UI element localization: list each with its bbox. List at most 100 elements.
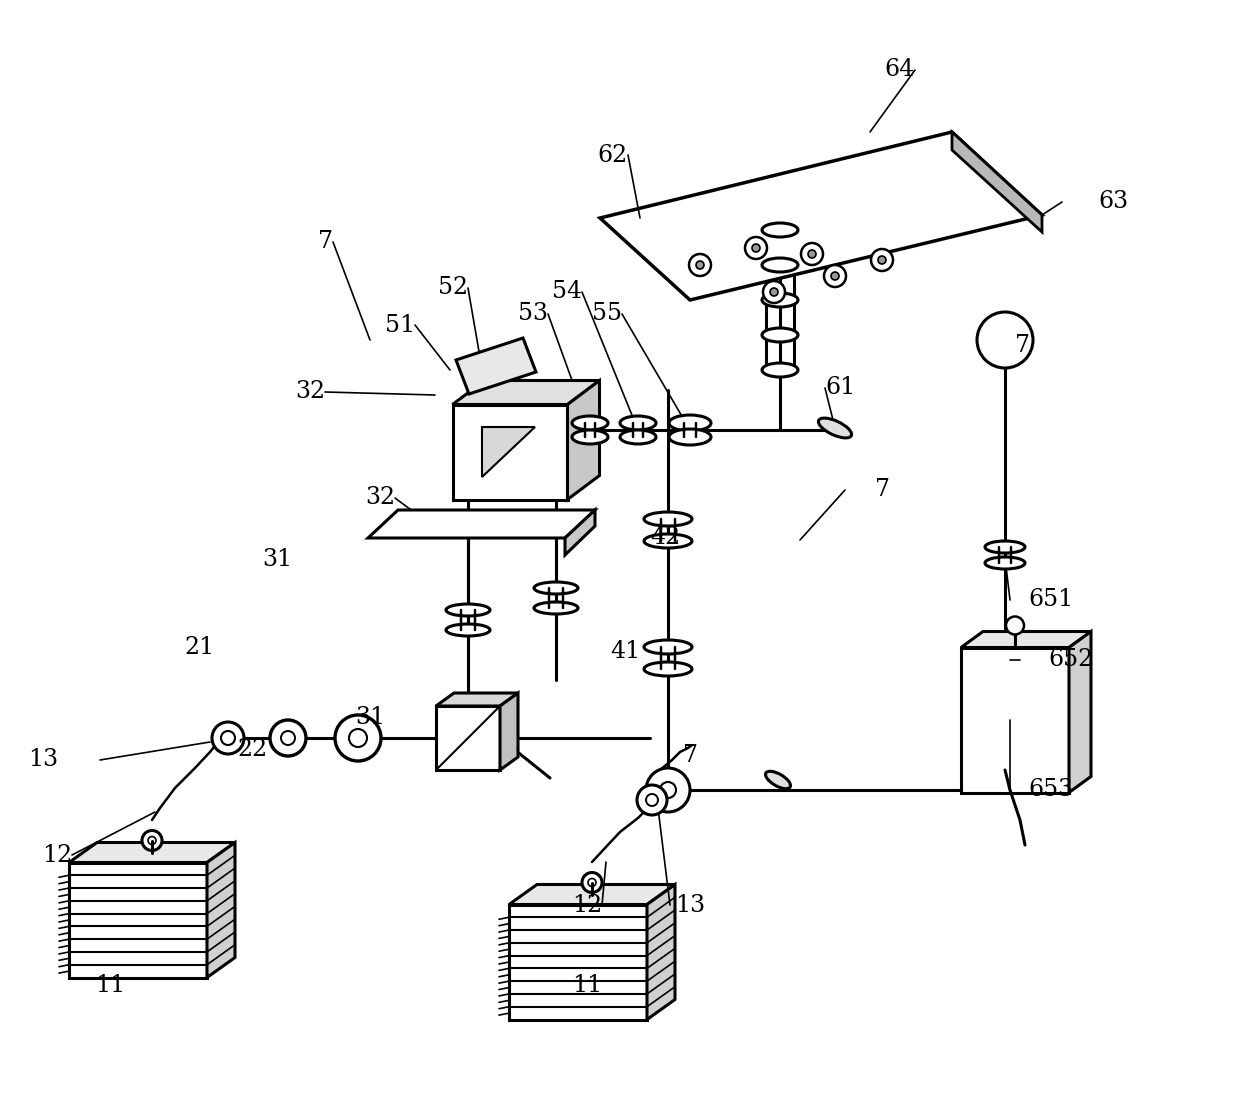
Circle shape bbox=[1006, 617, 1024, 634]
Polygon shape bbox=[500, 693, 518, 770]
Text: 42: 42 bbox=[650, 527, 681, 550]
Circle shape bbox=[825, 266, 846, 287]
Text: 7: 7 bbox=[317, 230, 334, 253]
Text: 52: 52 bbox=[438, 277, 467, 300]
Circle shape bbox=[582, 872, 601, 892]
Text: 55: 55 bbox=[591, 302, 622, 326]
Ellipse shape bbox=[620, 416, 656, 430]
Text: 13: 13 bbox=[27, 749, 58, 771]
Ellipse shape bbox=[572, 416, 608, 430]
Ellipse shape bbox=[534, 582, 578, 594]
Text: 12: 12 bbox=[572, 893, 601, 917]
Ellipse shape bbox=[763, 258, 799, 272]
Polygon shape bbox=[565, 510, 595, 556]
Circle shape bbox=[831, 272, 839, 280]
Polygon shape bbox=[952, 132, 1042, 232]
Circle shape bbox=[745, 237, 768, 259]
Text: 32: 32 bbox=[295, 380, 325, 403]
Text: 51: 51 bbox=[384, 313, 415, 337]
Circle shape bbox=[801, 243, 823, 266]
Text: 7: 7 bbox=[875, 479, 890, 501]
Ellipse shape bbox=[818, 418, 852, 438]
Ellipse shape bbox=[765, 771, 790, 789]
Circle shape bbox=[646, 768, 689, 812]
Ellipse shape bbox=[670, 429, 711, 446]
Circle shape bbox=[689, 254, 711, 276]
Text: 62: 62 bbox=[598, 143, 627, 167]
Text: 53: 53 bbox=[518, 302, 548, 326]
Text: 653: 653 bbox=[1028, 779, 1073, 801]
Text: 11: 11 bbox=[572, 973, 603, 997]
Text: 31: 31 bbox=[355, 707, 384, 730]
Circle shape bbox=[646, 794, 658, 805]
Circle shape bbox=[696, 261, 704, 269]
Circle shape bbox=[878, 256, 887, 264]
Circle shape bbox=[221, 731, 236, 745]
Ellipse shape bbox=[446, 624, 490, 635]
Text: 7: 7 bbox=[1016, 333, 1030, 357]
Polygon shape bbox=[600, 132, 1042, 300]
Circle shape bbox=[143, 831, 162, 851]
Circle shape bbox=[977, 312, 1033, 368]
Circle shape bbox=[270, 720, 306, 755]
Polygon shape bbox=[568, 380, 599, 500]
Circle shape bbox=[808, 250, 816, 258]
Circle shape bbox=[588, 879, 596, 887]
Text: 22: 22 bbox=[238, 739, 268, 761]
Polygon shape bbox=[961, 648, 1069, 792]
Polygon shape bbox=[69, 862, 207, 978]
Circle shape bbox=[870, 249, 893, 271]
Ellipse shape bbox=[572, 430, 608, 444]
Circle shape bbox=[637, 785, 667, 815]
Text: 651: 651 bbox=[1028, 589, 1074, 611]
Text: 12: 12 bbox=[42, 843, 72, 867]
Text: 41: 41 bbox=[610, 641, 640, 663]
Polygon shape bbox=[453, 380, 599, 404]
Polygon shape bbox=[453, 404, 568, 500]
Text: 64: 64 bbox=[885, 59, 915, 81]
Text: 31: 31 bbox=[262, 549, 291, 571]
Circle shape bbox=[660, 782, 676, 798]
Circle shape bbox=[348, 729, 367, 747]
Ellipse shape bbox=[534, 602, 578, 614]
Ellipse shape bbox=[985, 557, 1025, 569]
Polygon shape bbox=[508, 904, 647, 1020]
Circle shape bbox=[770, 288, 777, 296]
Ellipse shape bbox=[644, 640, 692, 654]
Polygon shape bbox=[207, 842, 236, 978]
Polygon shape bbox=[1069, 631, 1091, 792]
Ellipse shape bbox=[763, 293, 799, 307]
Circle shape bbox=[281, 731, 295, 745]
Ellipse shape bbox=[620, 430, 656, 444]
Circle shape bbox=[148, 837, 156, 844]
Text: 7: 7 bbox=[683, 743, 698, 767]
Ellipse shape bbox=[446, 604, 490, 615]
Circle shape bbox=[751, 244, 760, 252]
Text: 652: 652 bbox=[1048, 649, 1094, 671]
Ellipse shape bbox=[763, 223, 799, 237]
Ellipse shape bbox=[644, 662, 692, 675]
Polygon shape bbox=[436, 693, 518, 705]
Polygon shape bbox=[482, 427, 534, 477]
Text: 61: 61 bbox=[825, 377, 856, 400]
Circle shape bbox=[335, 715, 381, 761]
Text: 13: 13 bbox=[675, 893, 706, 917]
Ellipse shape bbox=[644, 534, 692, 548]
Ellipse shape bbox=[985, 541, 1025, 553]
Ellipse shape bbox=[763, 328, 799, 342]
Circle shape bbox=[763, 281, 785, 303]
Polygon shape bbox=[456, 338, 536, 394]
Ellipse shape bbox=[670, 416, 711, 431]
Polygon shape bbox=[508, 884, 675, 904]
Ellipse shape bbox=[763, 363, 799, 377]
Text: 21: 21 bbox=[185, 637, 215, 660]
Text: 63: 63 bbox=[1097, 190, 1128, 213]
Text: 54: 54 bbox=[552, 280, 582, 303]
Text: 32: 32 bbox=[365, 487, 396, 510]
Polygon shape bbox=[436, 705, 500, 770]
Text: 11: 11 bbox=[95, 973, 125, 997]
Polygon shape bbox=[368, 510, 595, 538]
Polygon shape bbox=[961, 631, 1091, 648]
Ellipse shape bbox=[644, 512, 692, 526]
Circle shape bbox=[212, 722, 244, 754]
